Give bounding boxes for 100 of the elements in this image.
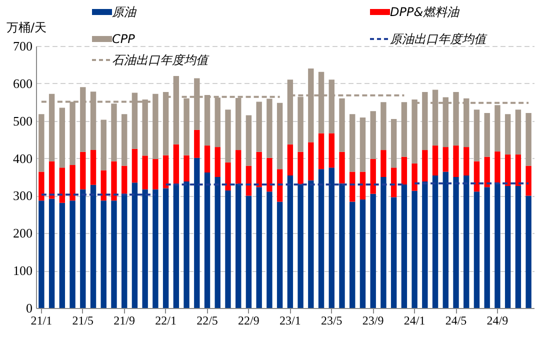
- bar: [100, 120, 106, 170]
- y-tick-label: 700: [13, 38, 32, 54]
- bar: [390, 197, 397, 308]
- bar: [152, 159, 158, 190]
- bar: [256, 187, 262, 308]
- bar: [370, 159, 376, 194]
- bar: [432, 146, 438, 176]
- bar: [390, 118, 397, 168]
- bar: [339, 98, 345, 152]
- x-tick-label: 21/1: [30, 314, 52, 328]
- bar: [184, 155, 190, 182]
- x-tick-label: 23/9: [362, 314, 384, 328]
- bar: [401, 184, 408, 308]
- x-tick-label: 24/9: [486, 314, 508, 328]
- bar: [287, 176, 294, 308]
- bar: [80, 152, 86, 190]
- y-tick-label: 500: [13, 113, 32, 128]
- bar: [328, 133, 334, 168]
- bar: [122, 114, 128, 166]
- y-tick-label: 100: [13, 263, 32, 278]
- bar: [504, 114, 511, 155]
- bar: [380, 177, 386, 308]
- x-tick-label: 22/9: [238, 314, 260, 328]
- bar: [474, 161, 480, 192]
- bar: [142, 189, 148, 308]
- bar: [236, 184, 242, 308]
- bar: [401, 102, 408, 157]
- bar: [526, 166, 532, 196]
- x-tick-label: 21/9: [114, 314, 136, 328]
- bar: [59, 168, 66, 203]
- y-tick-label: 300: [13, 188, 32, 204]
- bar: [350, 114, 356, 172]
- bar: [214, 147, 220, 177]
- bar: [308, 142, 314, 180]
- y-tick-label: 0: [26, 300, 32, 316]
- bar: [298, 184, 304, 308]
- bar: [236, 150, 242, 184]
- bar: [173, 184, 180, 308]
- x-tick-label: 23/5: [320, 314, 342, 328]
- bar: [515, 110, 522, 155]
- bar: [318, 133, 324, 170]
- bar: [246, 115, 252, 166]
- x-tick-label: 24/5: [445, 314, 467, 328]
- bar: [339, 152, 345, 184]
- bar: [474, 192, 480, 308]
- bar: [122, 166, 128, 194]
- bar: [194, 130, 200, 158]
- bar: [204, 172, 210, 308]
- bar: [162, 188, 169, 308]
- bar: [390, 168, 397, 198]
- bar: [298, 152, 304, 184]
- y-tick-label: 400: [13, 150, 32, 166]
- bar: [360, 199, 366, 308]
- bar: [422, 150, 428, 182]
- y-tick-label: 600: [13, 76, 32, 91]
- y-tick-label: 200: [13, 226, 32, 241]
- bar: [38, 172, 44, 201]
- bar: [432, 176, 438, 308]
- legend-label: 原油: [112, 5, 137, 19]
- legend-label: 石油出口年度均值: [112, 53, 210, 67]
- bar: [412, 190, 418, 308]
- bar: [132, 148, 138, 183]
- bar: [225, 190, 231, 308]
- bar: [380, 150, 386, 177]
- bar: [422, 181, 428, 308]
- bar: [266, 158, 272, 192]
- bar: [360, 172, 366, 200]
- bar: [370, 194, 376, 308]
- bar: [370, 111, 376, 160]
- bar: [132, 182, 138, 308]
- bar: [48, 161, 55, 199]
- bar: [464, 147, 470, 176]
- bar: [184, 181, 190, 308]
- bar: [484, 187, 490, 308]
- bar: [328, 168, 334, 308]
- x-tick-label: 21/5: [72, 314, 94, 328]
- bar: [70, 200, 76, 308]
- y-axis-title: 万桶/天: [6, 20, 47, 34]
- bar: [350, 202, 356, 308]
- bar: [453, 146, 459, 177]
- bar: [526, 112, 532, 166]
- bar: [526, 196, 532, 308]
- bar: [225, 110, 231, 162]
- bar: [225, 162, 231, 190]
- bar: [48, 198, 55, 308]
- bar: [142, 156, 148, 190]
- bar: [266, 192, 272, 308]
- bar: [152, 189, 158, 308]
- bar: [173, 144, 180, 184]
- bar: [122, 194, 128, 308]
- legend-label: 原油出口年度均值: [390, 32, 488, 46]
- bar: [214, 177, 220, 308]
- bar: [111, 161, 117, 201]
- bar: [474, 110, 480, 162]
- bar: [494, 152, 500, 184]
- bar: [494, 183, 500, 308]
- bar: [80, 189, 86, 308]
- x-tick-label: 24/1: [404, 314, 426, 328]
- bar: [100, 170, 106, 201]
- bar: [504, 154, 511, 186]
